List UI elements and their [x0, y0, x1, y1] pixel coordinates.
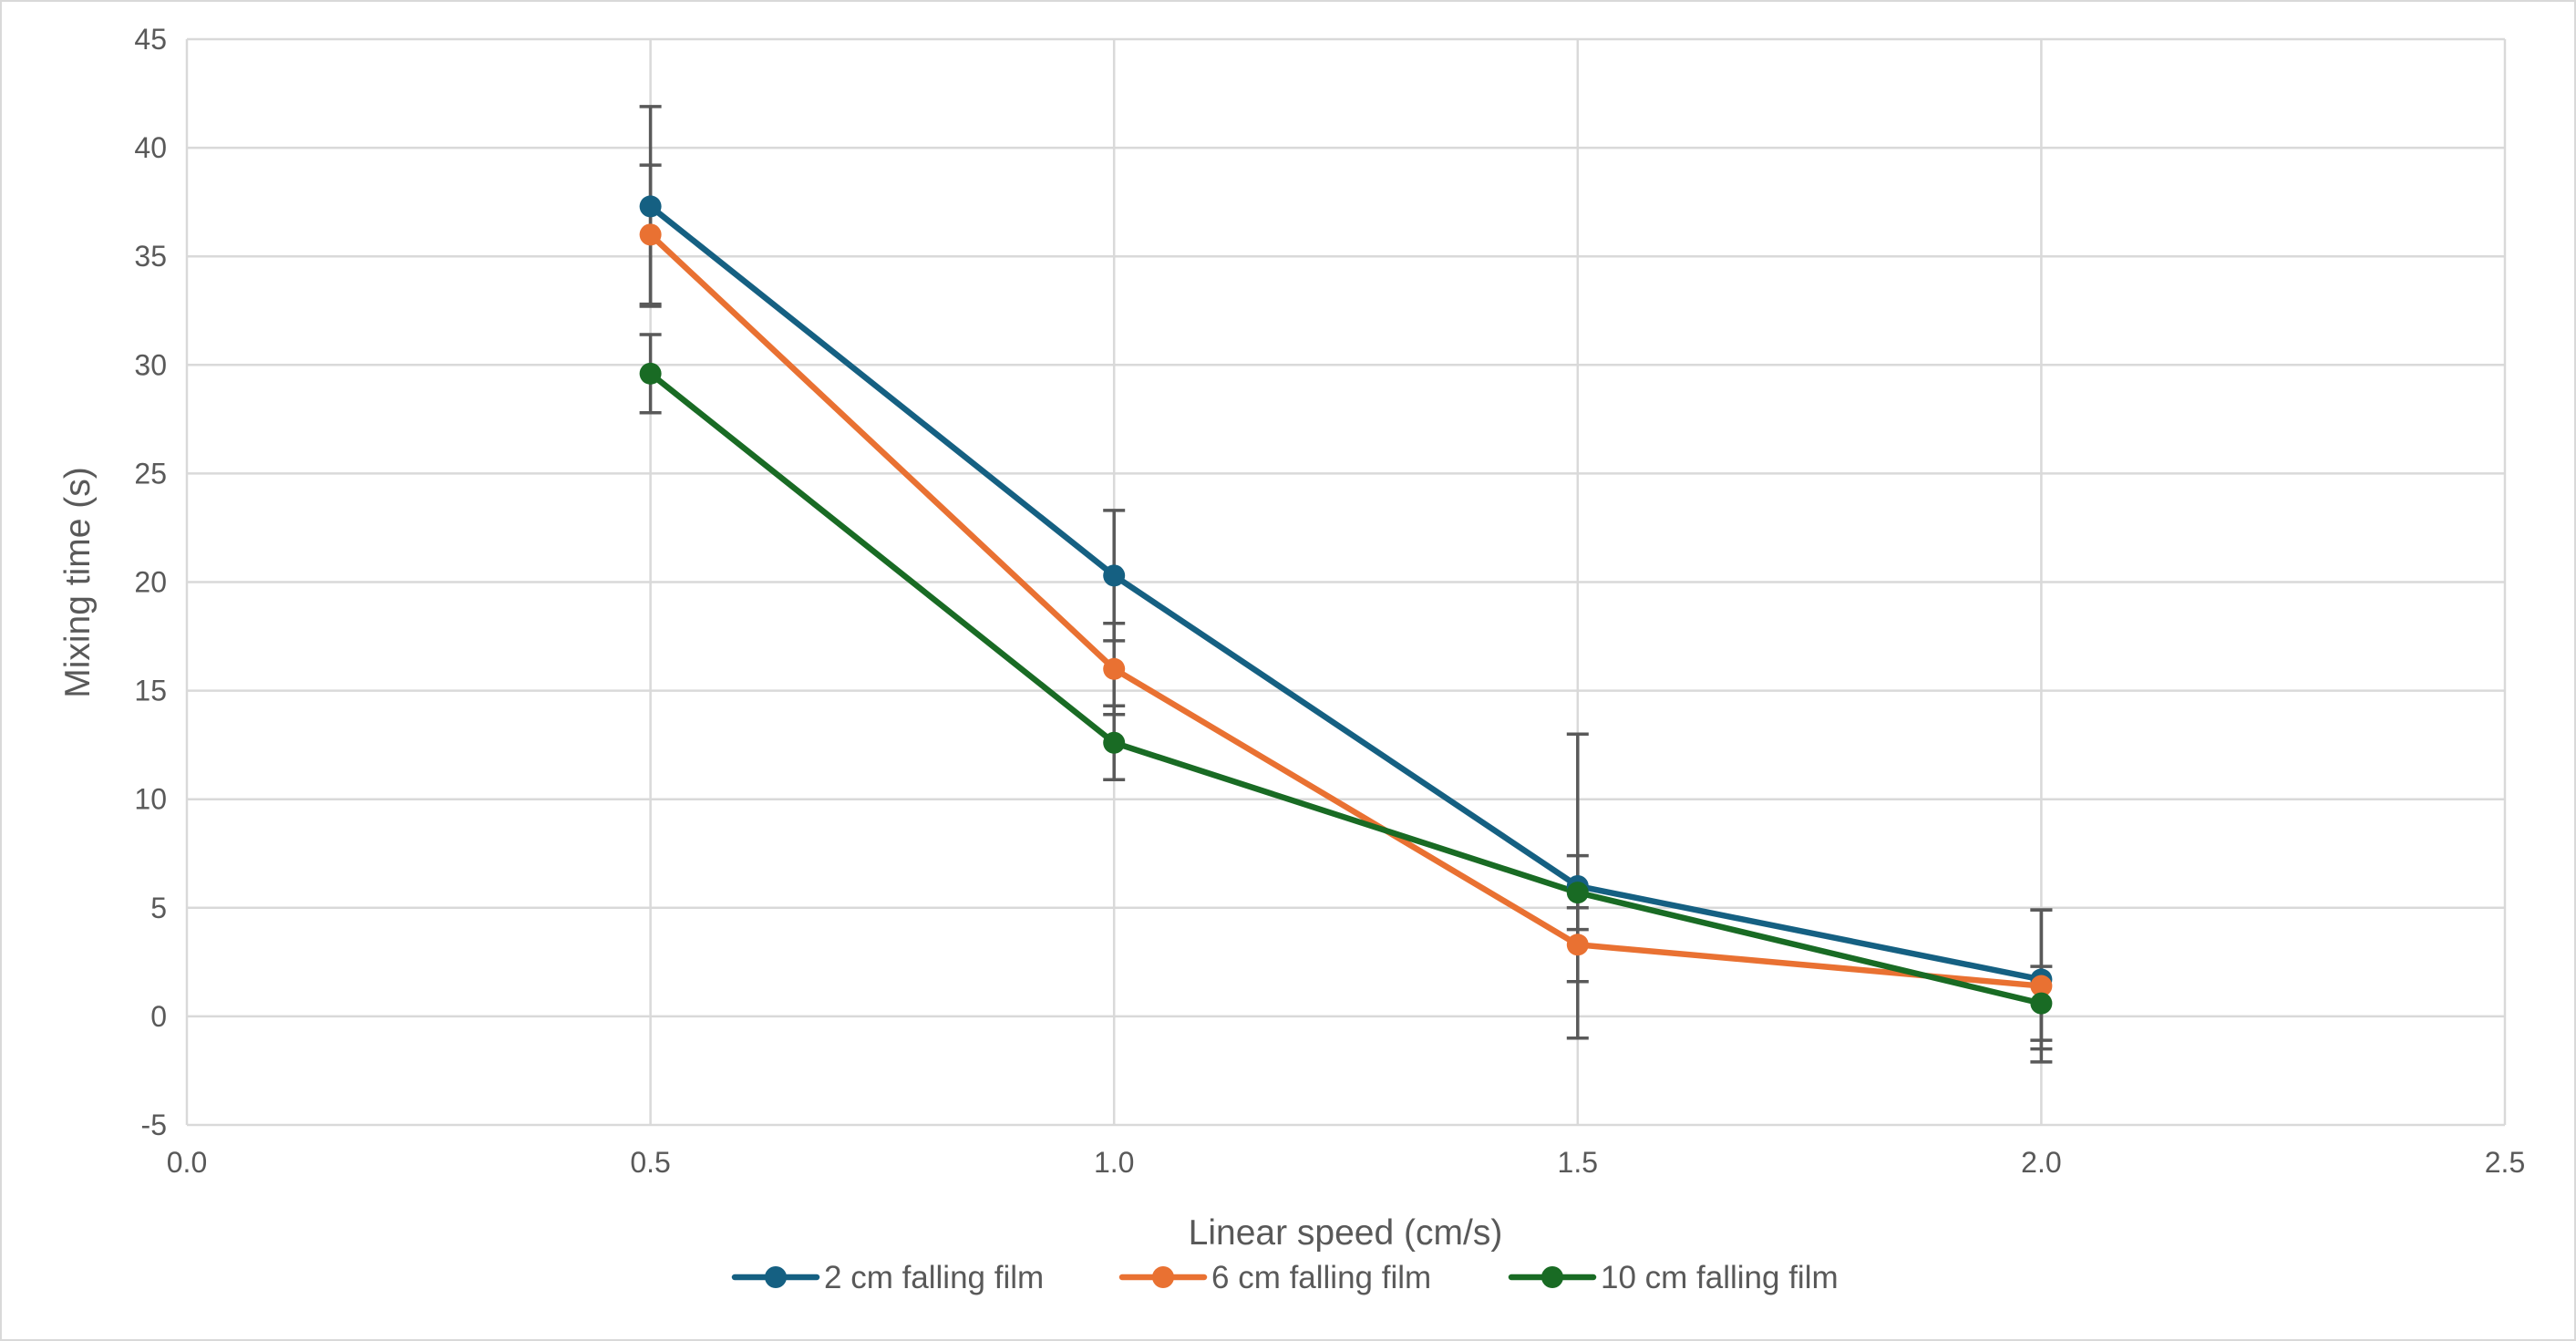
legend-item: 10 cm falling film [1508, 1260, 1839, 1295]
data-point [1103, 731, 1126, 754]
data-point [639, 223, 662, 246]
x-tick-label: 1.5 [1558, 1146, 1598, 1179]
y-tick-label: 15 [134, 675, 167, 707]
data-point [2030, 992, 2053, 1015]
legend-marker [1152, 1266, 1174, 1288]
series-line [648, 232, 2042, 989]
y-tick-label: 30 [134, 348, 167, 381]
data-point [639, 195, 662, 218]
legend-label: 6 cm falling film [1211, 1260, 1431, 1295]
x-axis-title: Linear speed (cm/s) [1189, 1213, 1503, 1253]
data-point [2030, 975, 2053, 997]
y-tick-label: 10 [134, 783, 167, 816]
x-tick-label: 1.0 [1094, 1146, 1134, 1179]
legend-marker [765, 1266, 787, 1288]
x-tick-label: 0.0 [167, 1146, 207, 1179]
y-tick-label: 20 [134, 566, 167, 599]
x-tick-label: 0.5 [630, 1146, 670, 1179]
x-tick-label: 2.0 [2021, 1146, 2061, 1179]
series-line [648, 203, 2043, 983]
y-tick-label: 0 [150, 1000, 167, 1033]
data-point [1103, 657, 1126, 680]
legend-item: 6 cm falling film [1118, 1260, 1431, 1295]
legend-marker [1541, 1266, 1563, 1288]
series-line [648, 371, 2043, 1006]
legend-label: 2 cm falling film [824, 1260, 1044, 1295]
y-tick-label: 25 [134, 457, 167, 490]
y-axis-title: Mixing time (s) [58, 467, 98, 698]
data-point [1566, 934, 1589, 956]
y-tick-label: 5 [150, 892, 167, 924]
data-point [639, 362, 662, 385]
y-tick-label: -5 [141, 1109, 167, 1141]
y-tick-label: 45 [134, 23, 167, 56]
legend-item: 2 cm falling film [731, 1260, 1044, 1295]
legend: 2 cm falling film 6 cm falling film 10 cm … [731, 1260, 1839, 1295]
y-tick-label: 35 [134, 240, 167, 273]
y-tick-label: 40 [134, 131, 167, 164]
legend-label: 10 cm falling film [1601, 1260, 1839, 1295]
data-point [1103, 564, 1126, 587]
x-tick-label: 2.5 [2485, 1146, 2525, 1179]
data-point [1566, 882, 1589, 904]
